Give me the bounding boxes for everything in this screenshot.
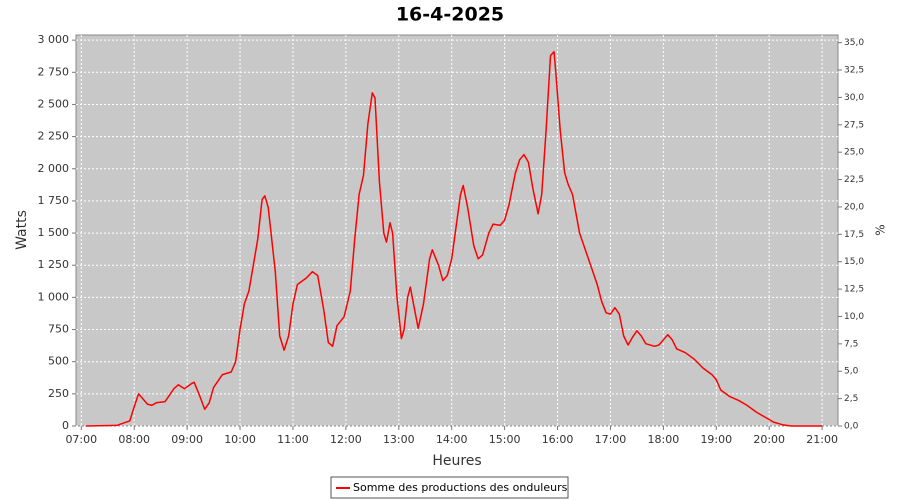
x-tick-label: 12:00 — [330, 433, 362, 446]
series-line — [85, 50, 823, 427]
x-tick-label: 16:00 — [542, 433, 574, 446]
legend — [330, 476, 569, 499]
y-tick-label: 2 000 — [38, 162, 70, 175]
y2-tick-label: 7,5 — [844, 339, 858, 349]
x-tick-label: 14:00 — [436, 433, 468, 446]
y2-tick-label: 22,5 — [844, 175, 864, 185]
y-tick-label: 2 500 — [38, 97, 70, 110]
y2-tick-label: 2,5 — [844, 394, 858, 404]
chart-title: 16-4-2025 — [396, 4, 504, 26]
plot-area — [75, 34, 839, 427]
y2-tick-label: 27,5 — [844, 120, 864, 130]
y-tick-label: 500 — [48, 355, 69, 368]
y-axis-label: Watts — [14, 210, 30, 250]
x-axis-label: Heures — [432, 453, 481, 469]
y2-tick-label: 20,0 — [844, 202, 864, 212]
y-tick-label: 750 — [48, 323, 69, 336]
legend-label: Somme des productions des onduleurs — [353, 481, 568, 494]
x-tick-label: 10:00 — [224, 433, 256, 446]
y2-axis-label: % — [874, 224, 888, 235]
y2-tick-label: 25,0 — [844, 148, 864, 158]
y-tick-label: 1 250 — [38, 258, 70, 271]
y2-tick-label: 17,5 — [844, 230, 864, 240]
y-tick-label: 3 000 — [38, 33, 70, 46]
y2-tick-label: 12,5 — [844, 285, 864, 295]
y2-tick-label: 15,0 — [844, 257, 864, 267]
y-tick-label: 250 — [48, 387, 69, 400]
y-tick-label: 1 750 — [38, 194, 70, 207]
x-tick-label: 18:00 — [648, 433, 680, 446]
x-tick-label: 13:00 — [383, 433, 415, 446]
y2-tick-label: 5,0 — [844, 367, 859, 377]
y2-tick-label: 35,0 — [844, 38, 864, 48]
x-tick-label: 08:00 — [118, 433, 150, 446]
y2-tick-label: 10,0 — [844, 312, 864, 322]
y2-tick-label: 0,0 — [844, 422, 859, 432]
y2-tick-label: 32,5 — [844, 66, 864, 76]
x-tick-label: 09:00 — [171, 433, 203, 446]
y-tick-label: 2 250 — [38, 130, 70, 143]
y-tick-label: 0 — [62, 419, 69, 432]
x-tick-label: 20:00 — [753, 433, 785, 446]
x-tick-label: 19:00 — [700, 433, 732, 446]
y2-tick-label: 30,0 — [844, 93, 864, 103]
x-tick-label: 15:00 — [489, 433, 521, 446]
x-tick-label: 11:00 — [277, 433, 309, 446]
y-tick-label: 2 750 — [38, 65, 70, 78]
x-tick-label: 07:00 — [65, 433, 97, 446]
y-tick-label: 1 000 — [38, 290, 70, 303]
x-tick-label: 21:00 — [806, 433, 838, 446]
x-tick-label: 17:00 — [595, 433, 627, 446]
y-tick-label: 1 500 — [38, 226, 70, 239]
